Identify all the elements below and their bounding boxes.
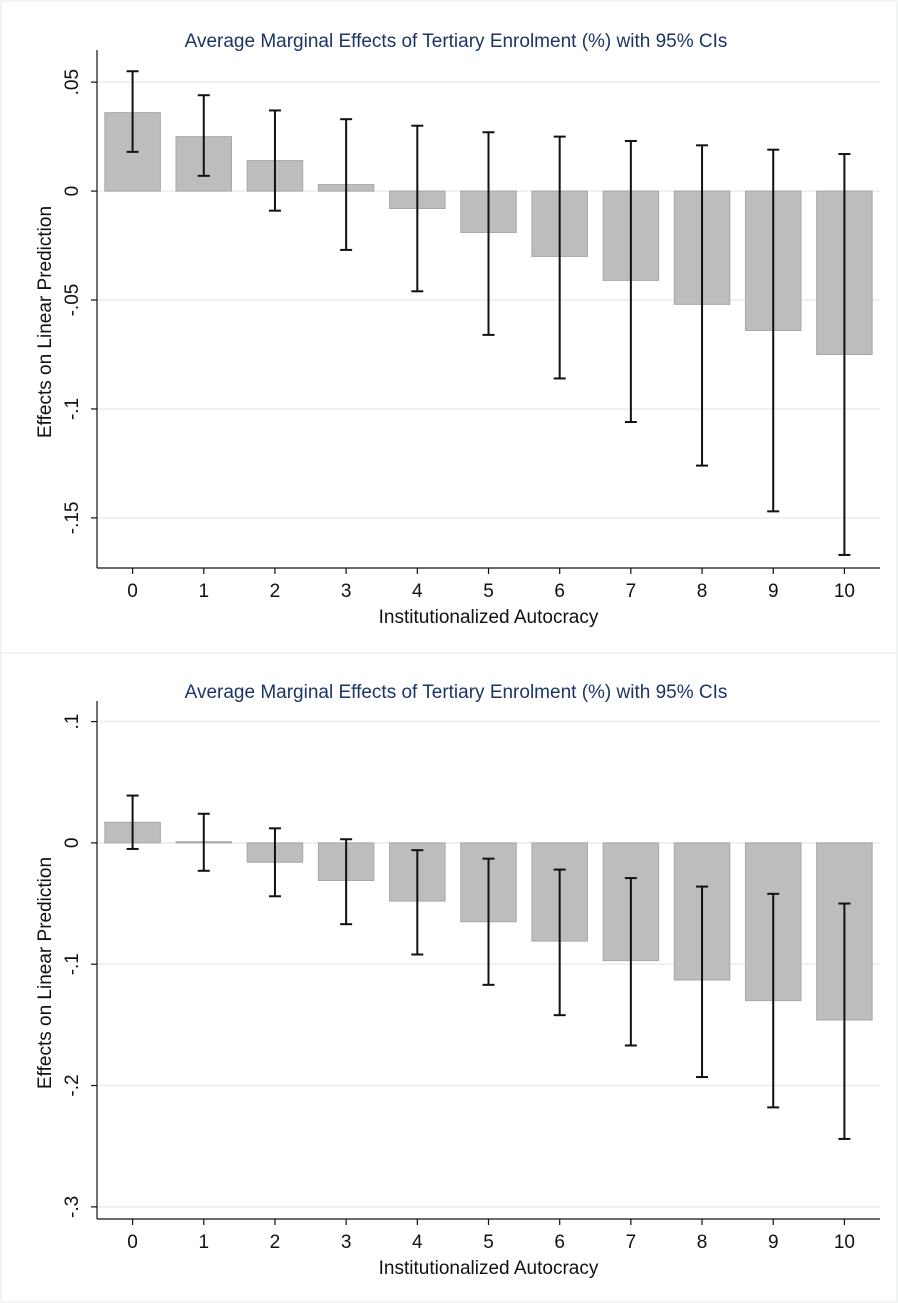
y-tick-label: 0 bbox=[62, 186, 83, 197]
y-tick-label: -.1 bbox=[62, 953, 83, 975]
x-tick-label: 8 bbox=[697, 1232, 708, 1253]
x-axis-label: Institutionalized Autocracy bbox=[379, 607, 599, 628]
x-tick-label: 7 bbox=[626, 1232, 637, 1253]
x-axis-label: Institutionalized Autocracy bbox=[379, 1258, 599, 1279]
y-tick-label: -.1 bbox=[62, 398, 83, 420]
y-tick-label: .05 bbox=[62, 69, 83, 95]
x-tick-label: 9 bbox=[768, 1232, 779, 1253]
y-tick-label: .1 bbox=[62, 714, 83, 730]
x-tick-label: 5 bbox=[483, 581, 494, 602]
y-axis-label: Effects on Linear Prediction bbox=[35, 857, 56, 1089]
x-tick-label: 6 bbox=[554, 581, 565, 602]
x-tick-label: 10 bbox=[834, 581, 855, 602]
x-tick-label: 2 bbox=[270, 1232, 281, 1253]
y-tick-label: -.05 bbox=[62, 284, 83, 317]
x-tick-label: 4 bbox=[412, 581, 423, 602]
chart-title: Average Marginal Effects of Tertiary Enr… bbox=[185, 31, 728, 52]
chart-title: Average Marginal Effects of Tertiary Enr… bbox=[185, 682, 728, 703]
x-tick-label: 7 bbox=[626, 581, 637, 602]
x-tick-label: 1 bbox=[198, 581, 209, 602]
x-tick-label: 3 bbox=[341, 581, 352, 602]
x-tick-label: 0 bbox=[127, 581, 138, 602]
x-tick-label: 1 bbox=[198, 1232, 209, 1253]
x-tick-label: 0 bbox=[127, 1232, 138, 1253]
x-tick-label: 5 bbox=[483, 1232, 494, 1253]
x-tick-label: 8 bbox=[697, 581, 708, 602]
y-tick-label: -.15 bbox=[62, 502, 83, 535]
y-tick-label: 0 bbox=[62, 838, 83, 849]
x-tick-label: 10 bbox=[834, 1232, 855, 1253]
x-tick-label: 2 bbox=[270, 581, 281, 602]
y-tick-label: -.3 bbox=[62, 1196, 83, 1218]
y-axis-label: Effects on Linear Prediction bbox=[35, 206, 56, 438]
x-tick-label: 3 bbox=[341, 1232, 352, 1253]
x-tick-label: 4 bbox=[412, 1232, 423, 1253]
y-tick-label: -.2 bbox=[62, 1074, 83, 1096]
x-tick-label: 9 bbox=[768, 581, 779, 602]
x-tick-label: 6 bbox=[554, 1232, 565, 1253]
